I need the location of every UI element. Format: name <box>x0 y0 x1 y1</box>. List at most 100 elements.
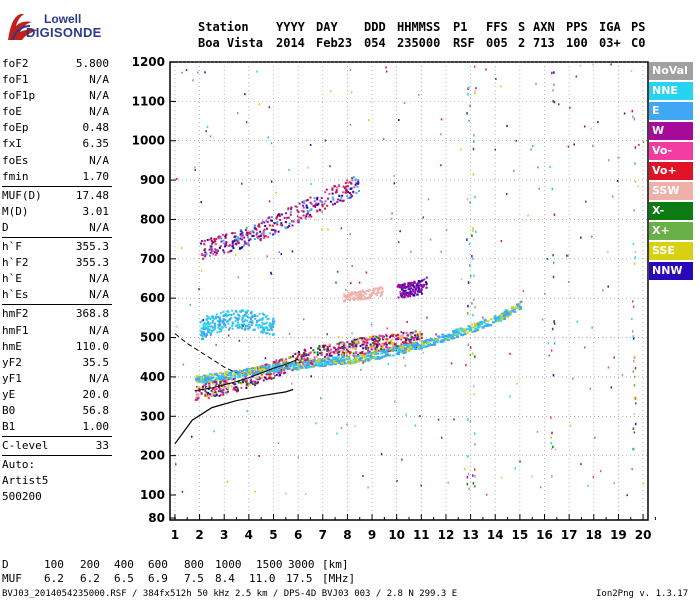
echo-point <box>224 326 227 329</box>
echo-point <box>326 350 329 353</box>
echo-point <box>227 377 231 380</box>
noise-point <box>460 278 463 281</box>
echo-point <box>349 196 352 199</box>
echo-point <box>246 315 249 318</box>
echo-point <box>219 312 222 315</box>
echo-point <box>225 372 229 375</box>
echo-point <box>366 296 369 299</box>
echo-point <box>233 375 237 378</box>
footer-d-value: 3000 <box>288 558 315 571</box>
noise-point <box>634 402 637 405</box>
echo-point <box>222 378 226 381</box>
echo-point <box>502 313 506 316</box>
echo-point <box>374 334 377 337</box>
echo-point <box>253 369 257 372</box>
noise-point <box>242 324 244 327</box>
echo-point <box>295 362 298 365</box>
echo-point <box>294 360 297 363</box>
noise-point <box>340 427 343 430</box>
echo-point <box>413 286 416 289</box>
noise-point <box>467 331 469 334</box>
echo-point <box>301 201 304 204</box>
noise-point <box>553 322 556 325</box>
echo-point <box>374 287 377 290</box>
echo-point <box>355 297 358 300</box>
echo-point <box>201 332 204 335</box>
echo-point <box>283 361 286 364</box>
param-name: h`F <box>2 240 22 254</box>
echo-point <box>266 332 269 335</box>
echo-point <box>504 309 508 312</box>
echo-point <box>414 290 417 293</box>
x-tick-label: 10 <box>388 528 405 542</box>
echo-point <box>241 246 244 249</box>
echo-point <box>481 326 485 329</box>
echo-point <box>312 349 315 352</box>
noise-point <box>237 276 240 279</box>
echo-point <box>238 374 242 377</box>
echo-point <box>423 341 427 344</box>
noise-point <box>472 173 475 176</box>
echo-point <box>303 353 306 356</box>
echo-point <box>363 357 367 360</box>
echo-point <box>204 328 207 331</box>
echo-point <box>493 315 497 318</box>
noise-point <box>634 180 637 183</box>
noise-point <box>552 89 554 92</box>
legend-entry: X+ <box>649 222 693 240</box>
noise-point <box>256 70 258 73</box>
param-value: 0.48 <box>82 121 110 135</box>
echo-point <box>375 294 378 297</box>
echo-point <box>324 191 327 194</box>
echo-point <box>378 286 381 289</box>
echo-point <box>299 360 302 363</box>
noise-point <box>419 415 421 418</box>
echo-point <box>288 222 291 225</box>
echo-point <box>302 352 305 355</box>
echo-point <box>383 348 386 351</box>
echo-point <box>224 312 227 315</box>
echo-point <box>243 379 246 382</box>
noise-point <box>549 166 551 169</box>
echo-point <box>494 320 498 323</box>
noise-point <box>176 177 178 180</box>
echo-point <box>210 379 214 382</box>
echo-point <box>213 381 216 384</box>
echo-point <box>388 341 391 344</box>
legend: NoVal NNE E W Vo- Vo+ SSW X- X+ SSE NNW <box>649 62 693 282</box>
echo-point <box>249 377 252 380</box>
noise-point <box>267 136 270 139</box>
echo-point <box>220 391 223 394</box>
echo-point <box>402 349 406 352</box>
echo-point <box>205 318 208 321</box>
noise-point <box>535 82 537 85</box>
echo-point <box>272 322 275 325</box>
noise-point <box>202 318 205 321</box>
echo-point <box>318 348 321 351</box>
echo-point <box>227 319 230 322</box>
echo-point <box>251 319 254 322</box>
noise-point <box>391 212 393 215</box>
echo-point <box>259 366 263 369</box>
echo-point <box>204 384 207 387</box>
echo-point <box>271 324 274 327</box>
noise-point <box>471 257 474 261</box>
echo-point <box>256 232 259 235</box>
echo-point <box>354 292 357 295</box>
x-tick-label: 11 <box>413 528 430 542</box>
echo-point <box>273 320 276 323</box>
echo-point <box>284 359 287 362</box>
noise-point <box>346 423 348 426</box>
echo-point <box>402 296 405 299</box>
noise-point <box>513 169 515 172</box>
echo-point <box>233 373 237 376</box>
echo-point <box>509 312 513 315</box>
noise-point <box>235 253 237 256</box>
echo-point <box>509 310 513 313</box>
echo-point <box>228 328 231 331</box>
noise-point <box>618 156 620 159</box>
echo-point <box>228 371 232 374</box>
echo-point <box>224 318 227 321</box>
echo-point <box>251 382 254 385</box>
echo-point <box>321 203 324 206</box>
